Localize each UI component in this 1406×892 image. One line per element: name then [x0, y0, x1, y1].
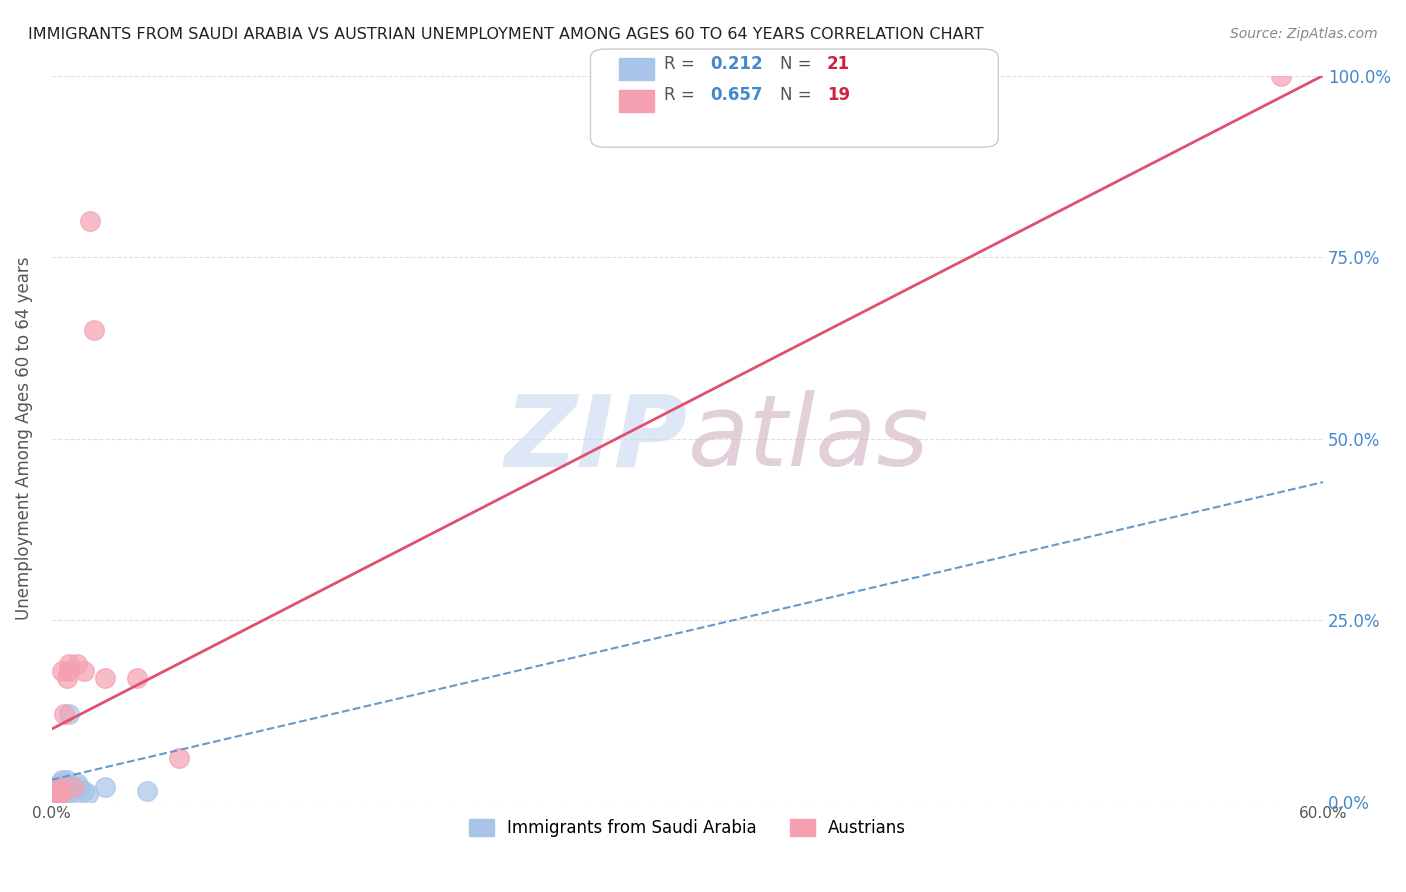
Text: 19: 19 — [827, 86, 849, 103]
Text: 0.212: 0.212 — [710, 54, 762, 72]
Point — [83, 323, 105, 337]
Point — [53, 787, 76, 801]
Point — [55, 772, 77, 787]
Point — [72, 664, 94, 678]
Point — [167, 751, 190, 765]
Point — [51, 772, 73, 787]
Text: N =: N = — [780, 54, 817, 72]
Point — [49, 776, 72, 790]
Point — [67, 780, 90, 794]
Legend: Immigrants from Saudi Arabia, Austrians: Immigrants from Saudi Arabia, Austrians — [463, 813, 912, 844]
Point — [93, 671, 115, 685]
Point — [62, 783, 84, 797]
Y-axis label: Unemployment Among Ages 60 to 64 years: Unemployment Among Ages 60 to 64 years — [15, 257, 32, 620]
Point — [45, 787, 67, 801]
Point — [49, 787, 72, 801]
Text: IMMIGRANTS FROM SAUDI ARABIA VS AUSTRIAN UNEMPLOYMENT AMONG AGES 60 TO 64 YEARS : IMMIGRANTS FROM SAUDI ARABIA VS AUSTRIAN… — [28, 27, 984, 42]
Point — [63, 787, 86, 801]
Point — [93, 780, 115, 794]
Point — [53, 707, 76, 722]
Point — [66, 657, 89, 671]
Text: 21: 21 — [827, 54, 849, 72]
Point — [49, 787, 72, 801]
Point — [76, 787, 98, 801]
Point — [79, 213, 101, 227]
Point — [66, 776, 89, 790]
Point — [72, 783, 94, 797]
Text: atlas: atlas — [688, 390, 929, 487]
Point — [55, 671, 77, 685]
Point — [62, 780, 84, 794]
Text: ZIP: ZIP — [505, 390, 688, 487]
Point — [49, 780, 72, 794]
Point — [58, 657, 80, 671]
Point — [136, 783, 159, 797]
Text: R =: R = — [664, 86, 700, 103]
Point — [59, 780, 82, 794]
Point — [58, 707, 80, 722]
Point — [58, 664, 80, 678]
Text: Source: ZipAtlas.com: Source: ZipAtlas.com — [1230, 27, 1378, 41]
Point — [46, 783, 69, 797]
Point — [1270, 69, 1292, 83]
Point — [46, 783, 69, 797]
Point — [125, 671, 148, 685]
Text: R =: R = — [664, 54, 700, 72]
Point — [46, 791, 69, 805]
Point — [51, 780, 73, 794]
Point — [51, 664, 73, 678]
Text: 0.657: 0.657 — [710, 86, 762, 103]
Point — [45, 787, 67, 801]
Point — [55, 776, 77, 790]
Point — [46, 780, 69, 794]
Text: N =: N = — [780, 86, 817, 103]
Point — [53, 783, 76, 797]
